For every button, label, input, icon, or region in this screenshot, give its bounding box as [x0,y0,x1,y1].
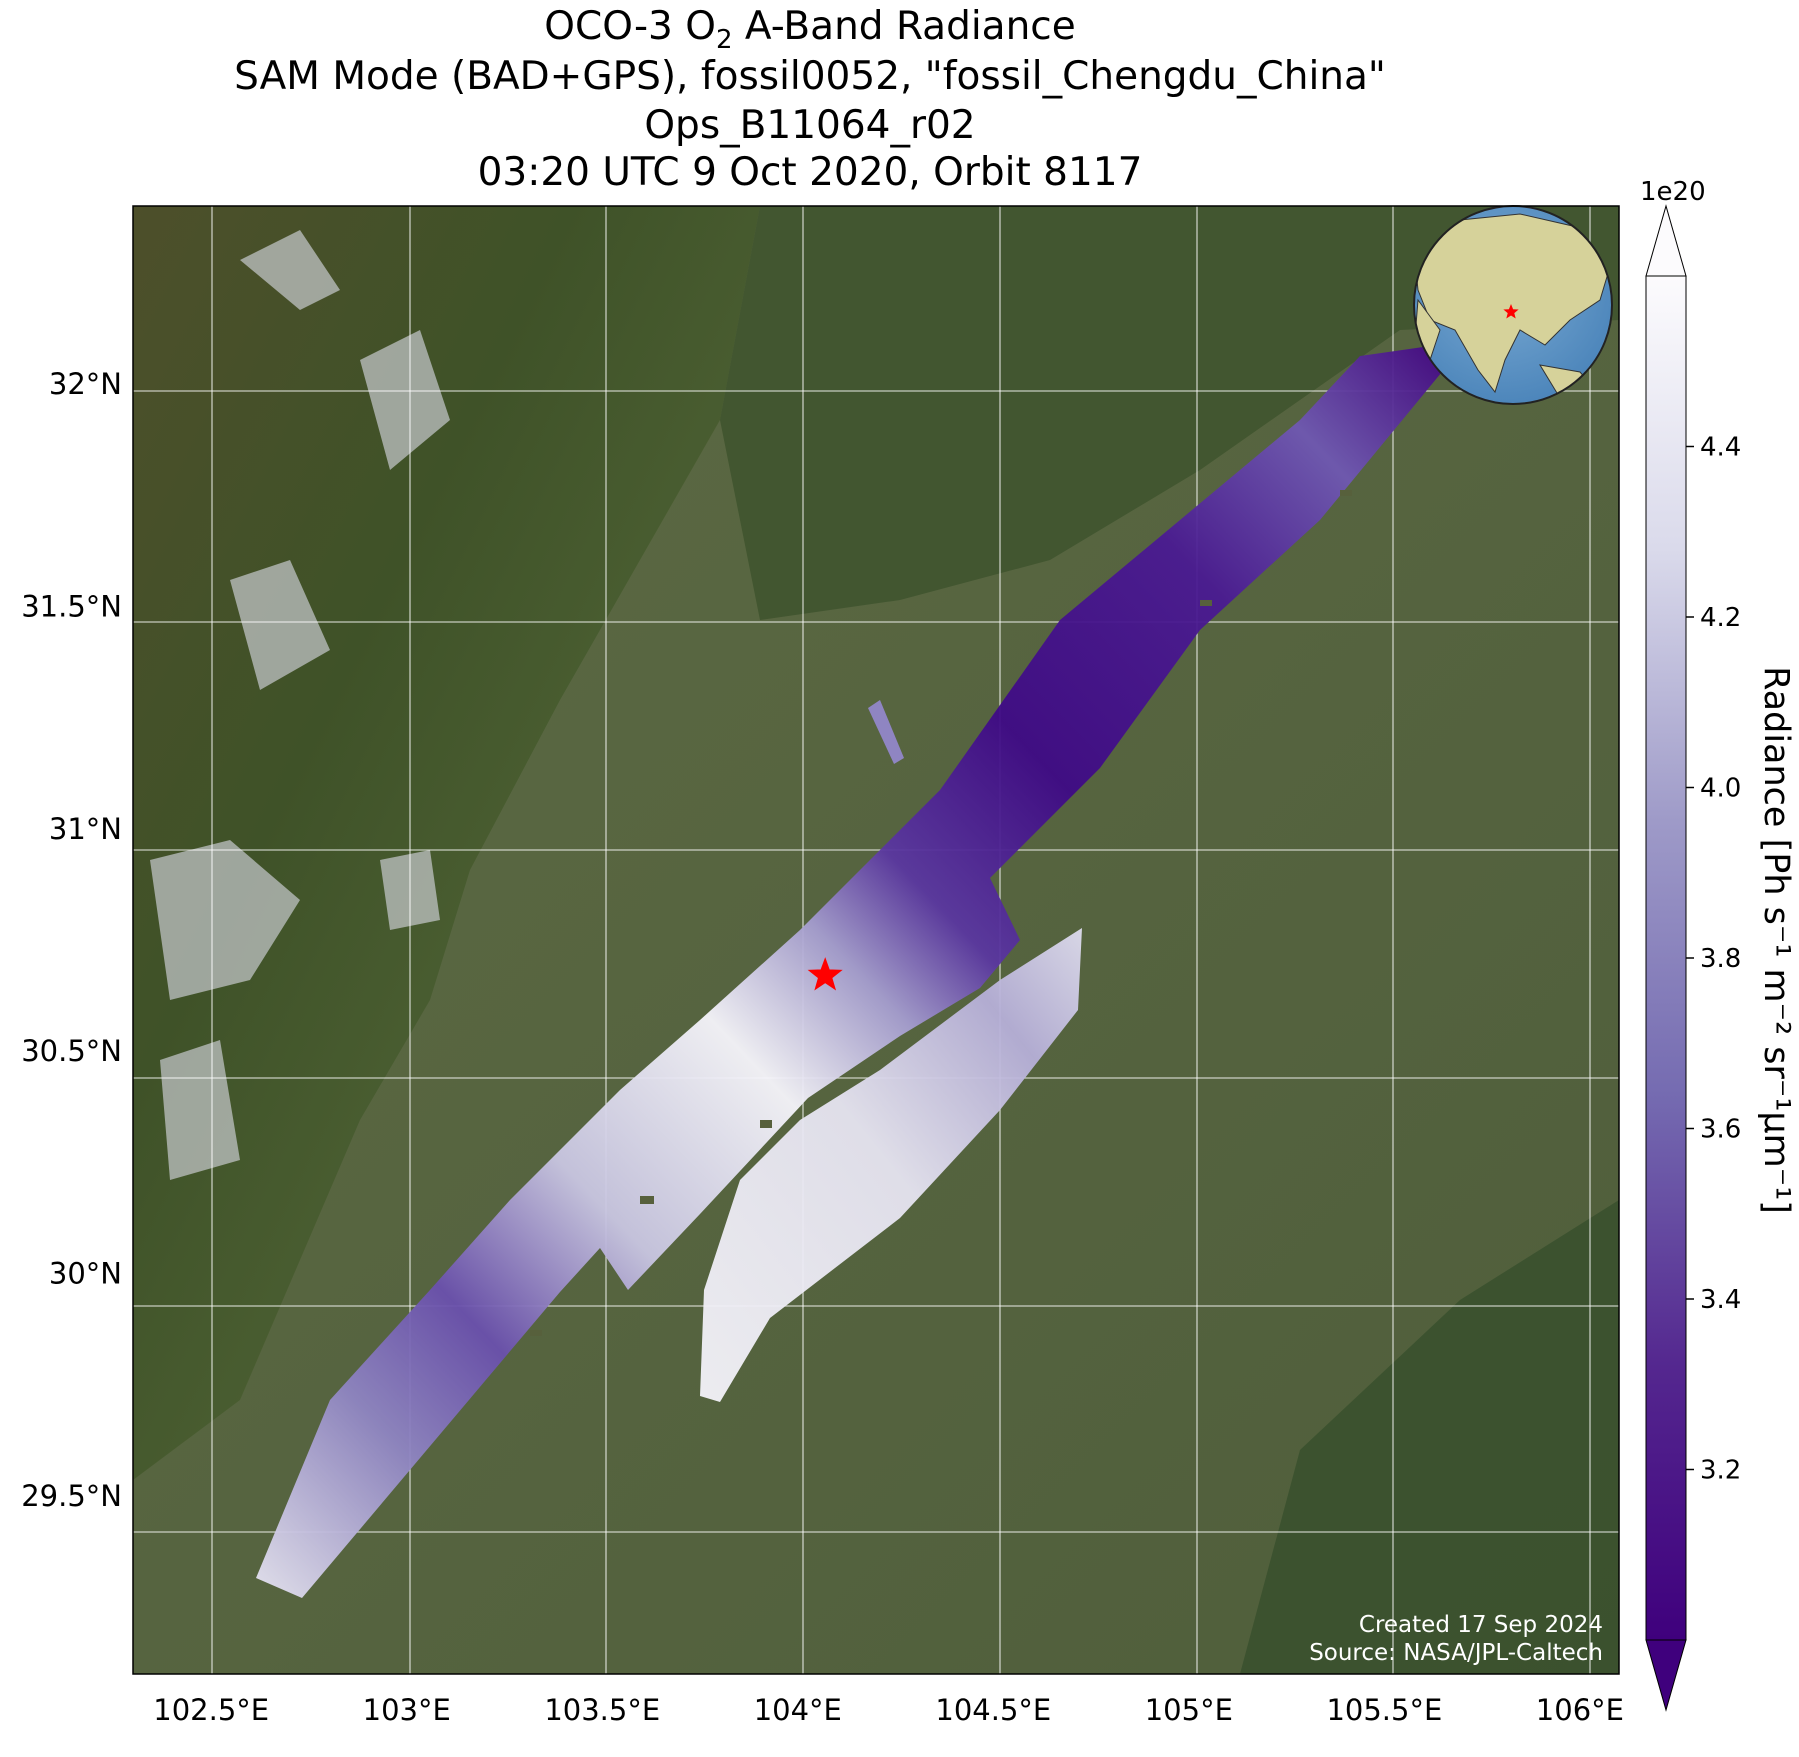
snow-patches [150,230,450,1180]
colorbar-tick-label: 4.4 [1700,433,1741,463]
colorbar: 1e20 4.4 4.2 4.0 3.8 3.6 3.4 3.2 Radiance [Ph … [1640,177,1796,1712]
lat-tick-label: 31°N [49,812,122,846]
colorbar-gradient [1646,276,1686,1640]
colorbar-tick-label: 3.2 [1700,1456,1741,1486]
inset-globe [1413,205,1613,405]
lat-tick-label: 31.5°N [21,589,122,623]
colorbar-tick-label: 3.8 [1700,944,1741,974]
colorbar-exponent: 1e20 [1640,177,1706,207]
chart-title-line2: SAM Mode (BAD+GPS), fossil0052, "fossil_… [234,54,1386,99]
credit-source: Source: NASA/JPL-Caltech [1309,1640,1603,1666]
title-line1-prefix: OCO-3 O [544,4,716,49]
lat-tick-label: 29.5°N [21,1479,122,1513]
lat-tick-label: 30°N [49,1257,122,1291]
lon-tick-label: 105.5°E [1326,1693,1442,1727]
chart-title-line3: Ops_B11064_r02 [644,103,976,148]
target-star-marker [807,957,843,991]
lon-tick-label: 106°E [1536,1693,1624,1727]
title-line1-subscript: 2 [715,24,733,55]
map-plot-area [133,206,1619,1674]
title-line1-suffix: A-Band Radiance [732,4,1076,49]
mountain-terrain [133,206,760,1480]
lon-tick-label: 102.5°E [153,1693,269,1727]
colorbar-tick-label: 4.0 [1700,774,1741,804]
colorbar-label: Radiance [Ph s⁻¹ m⁻² sr⁻¹μm⁻¹] [1756,666,1796,1214]
colorbar-extend-min [1645,1639,1687,1712]
chart-title-line4: 03:20 UTC 9 Oct 2020, Orbit 8117 [477,150,1143,195]
radiance-swath-main [256,346,1460,1598]
map-frame [132,205,1620,1675]
latitude-tick-labels: 32°N 31.5°N 31°N 30.5°N 30°N 29.5°N [21,367,122,1513]
chart-title-line1: OCO-3 O2 A-Band Radiance [130,4,1490,63]
southeast-hills [1240,1200,1619,1674]
lon-tick-label: 104.5°E [935,1693,1051,1727]
longitude-tick-labels: 102.5°E 103°E 103.5°E 104°E 104.5°E 105°E 105.… [153,1693,1624,1727]
lon-tick-label: 103°E [363,1693,451,1727]
map-gridlines [133,206,1619,1674]
globe-star-marker [1503,304,1519,319]
colorbar-tick-label: 3.6 [1700,1115,1741,1145]
lon-tick-label: 104°E [754,1693,842,1727]
lon-tick-label: 103.5°E [544,1693,660,1727]
credit-created: Created 17 Sep 2024 [1359,1612,1603,1638]
radiance-swath-fragment [868,700,904,764]
lat-tick-label: 30.5°N [21,1034,122,1068]
radiance-swath-secondary [700,928,1082,1402]
swath-gaps [530,490,1352,1336]
colorbar-extend-max [1645,204,1687,277]
northern-hills [720,206,1619,620]
colorbar-tick-label: 3.4 [1700,1285,1741,1315]
lon-tick-label: 105°E [1145,1693,1233,1727]
colorbar-tick-label: 4.2 [1700,603,1741,633]
lat-tick-label: 32°N [49,367,122,401]
credit-text: Created 17 Sep 2024 Source: NASA/JPL-Cal… [1309,1612,1603,1666]
colorbar-ticks: 4.4 4.2 4.0 3.8 3.6 3.4 3.2 [1686,433,1741,1486]
